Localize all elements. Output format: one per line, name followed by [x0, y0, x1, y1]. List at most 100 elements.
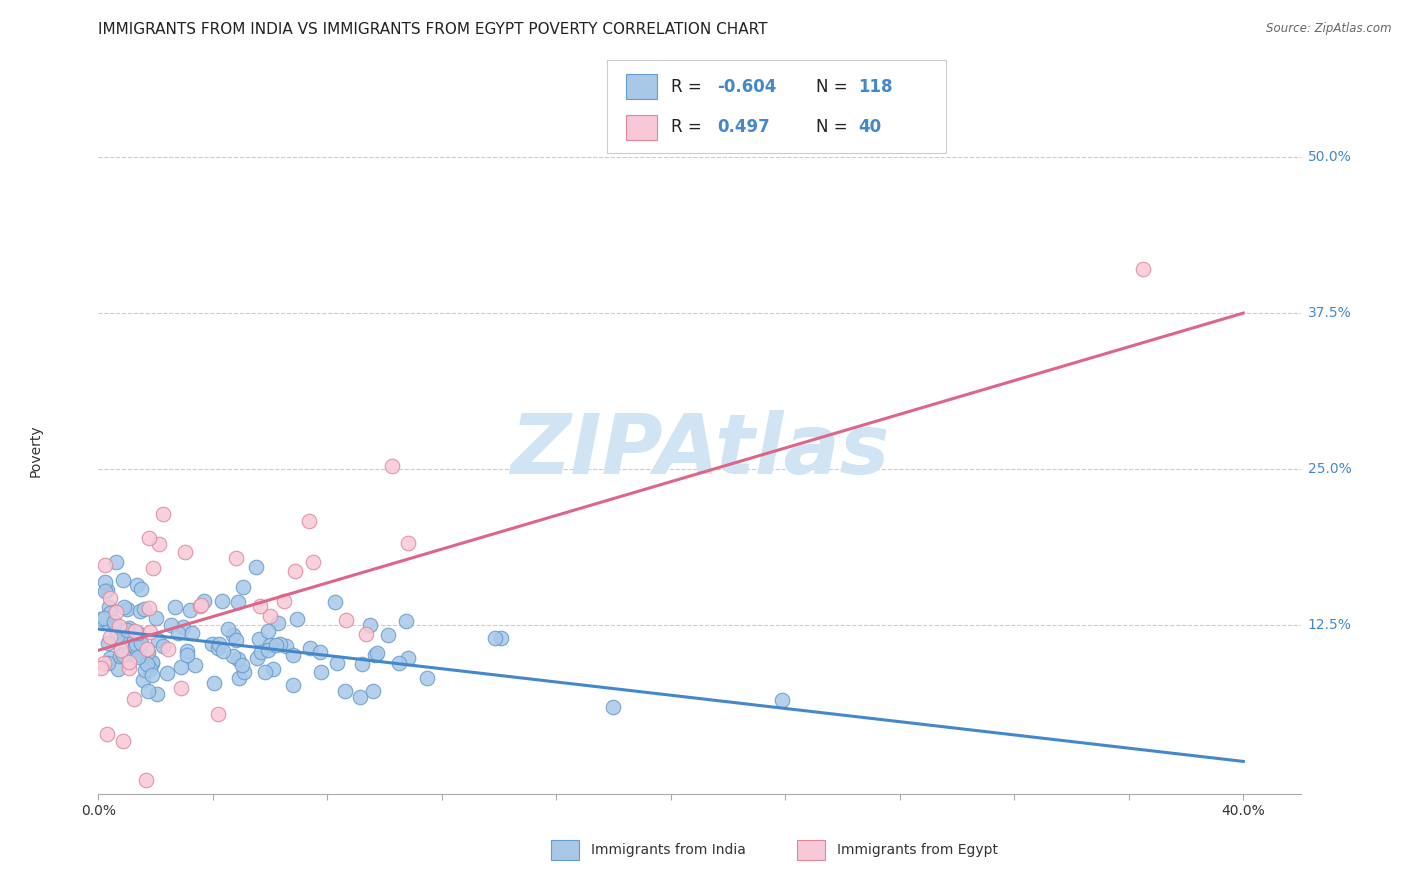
Point [299, 640, 322, 655]
Point [285, 612, 308, 626]
Point [96, 727, 118, 741]
Point [111, 648, 134, 662]
Point [105, 629, 128, 643]
Point [90, 612, 112, 626]
Point [129, 636, 152, 650]
Point [129, 582, 152, 596]
Point [97, 600, 120, 615]
Point [359, 617, 381, 632]
Point [311, 665, 333, 680]
Point [259, 638, 281, 652]
Point [233, 665, 256, 680]
Point [222, 648, 245, 663]
Point [208, 637, 231, 651]
Point [226, 652, 249, 666]
Point [361, 684, 384, 698]
Point [188, 599, 211, 613]
Point [225, 550, 247, 565]
Point [363, 648, 385, 662]
Point [246, 651, 269, 665]
Point [124, 624, 146, 638]
Point [111, 734, 134, 748]
Point [138, 531, 160, 545]
Point [323, 594, 346, 608]
Point [93, 611, 115, 625]
Point [104, 619, 127, 633]
Point [97, 636, 120, 650]
Point [217, 622, 239, 636]
Point [226, 595, 249, 609]
Text: 12.5%: 12.5% [1308, 618, 1351, 632]
Point [770, 693, 793, 707]
Point [131, 673, 153, 688]
Point [135, 773, 157, 788]
Point [98, 606, 121, 620]
Point [136, 642, 159, 657]
Point [381, 459, 404, 474]
Point [253, 665, 276, 680]
Point [112, 599, 135, 614]
Point [190, 598, 212, 612]
Point [138, 645, 160, 659]
Point [281, 678, 304, 692]
Point [98, 630, 121, 644]
Point [94, 558, 117, 573]
Text: ZIPAtlas: ZIPAtlas [510, 410, 889, 491]
Point [134, 663, 156, 677]
Point [90, 661, 112, 675]
Point [231, 657, 253, 672]
Point [104, 624, 127, 639]
Point [176, 648, 198, 663]
Point [145, 611, 167, 625]
Point [132, 601, 155, 615]
Point [110, 642, 132, 657]
Point [193, 594, 215, 608]
Point [184, 657, 207, 672]
Text: R =: R = [671, 118, 711, 136]
Point [176, 643, 198, 657]
Point [388, 657, 411, 671]
Point [256, 642, 278, 657]
Point [228, 671, 250, 685]
Point [245, 560, 267, 574]
Point [396, 651, 419, 665]
Point [127, 650, 149, 665]
Point [152, 639, 174, 653]
Point [124, 637, 146, 651]
Point [266, 615, 288, 630]
Point [146, 687, 169, 701]
Point [107, 619, 129, 633]
Point [207, 706, 229, 721]
Point [335, 684, 357, 698]
Point [308, 645, 330, 659]
Point [97, 656, 120, 670]
Point [136, 653, 159, 667]
Point [96, 582, 118, 597]
Point [127, 625, 149, 640]
Point [118, 661, 141, 675]
Point [98, 651, 121, 665]
Point [335, 613, 357, 627]
Point [489, 631, 512, 645]
Point [167, 626, 190, 640]
Point [174, 544, 197, 558]
Point [136, 657, 159, 672]
Point [281, 648, 304, 662]
Point [274, 639, 297, 653]
Point [366, 646, 388, 660]
Text: 40: 40 [859, 118, 882, 136]
Point [124, 648, 146, 663]
Point [326, 656, 349, 670]
Point [122, 692, 145, 706]
Point [181, 626, 204, 640]
Point [207, 640, 229, 655]
Point [211, 594, 233, 608]
Point [105, 555, 128, 569]
Point [111, 574, 134, 588]
Point [179, 603, 201, 617]
Point [350, 657, 373, 671]
Point [602, 699, 624, 714]
Text: Immigrants from India: Immigrants from India [591, 843, 745, 857]
Point [98, 591, 121, 606]
Point [302, 555, 325, 569]
